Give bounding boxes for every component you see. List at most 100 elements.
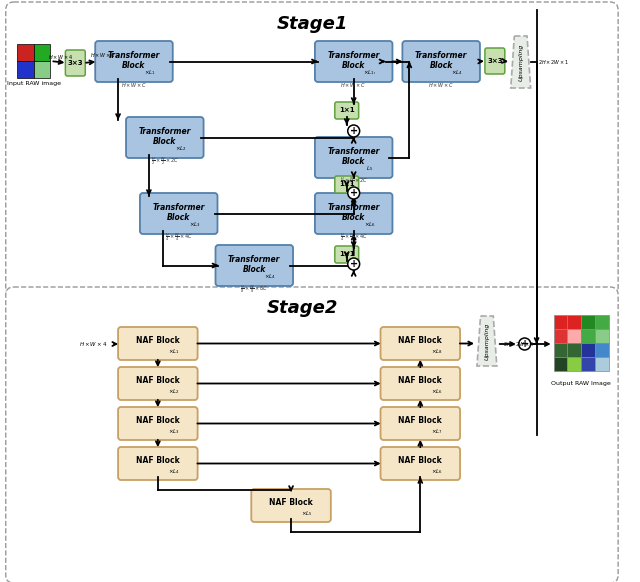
Text: Transformer: Transformer bbox=[152, 203, 205, 212]
Text: $\times L_3$: $\times L_3$ bbox=[168, 427, 180, 435]
Text: Upsampling: Upsampling bbox=[518, 43, 524, 81]
Text: Block: Block bbox=[342, 212, 365, 222]
Bar bbox=[595, 343, 609, 357]
FancyBboxPatch shape bbox=[252, 489, 331, 522]
Text: Block: Block bbox=[243, 264, 266, 274]
Text: NAF Block: NAF Block bbox=[269, 498, 313, 507]
Polygon shape bbox=[511, 36, 531, 88]
Text: $H\times W\times 4$: $H\times W\times 4$ bbox=[49, 53, 74, 61]
FancyBboxPatch shape bbox=[381, 367, 460, 400]
FancyBboxPatch shape bbox=[118, 407, 198, 440]
Bar bbox=[554, 357, 568, 371]
Text: $\times L_6$: $\times L_6$ bbox=[431, 386, 442, 396]
Text: $\times L_2$: $\times L_2$ bbox=[168, 386, 180, 396]
Text: Transformer: Transformer bbox=[108, 51, 160, 60]
FancyBboxPatch shape bbox=[315, 41, 392, 82]
Text: Block: Block bbox=[122, 61, 146, 69]
Text: NAF Block: NAF Block bbox=[399, 416, 442, 425]
FancyBboxPatch shape bbox=[381, 327, 460, 360]
Text: NAF Block: NAF Block bbox=[136, 416, 180, 425]
Text: $\frac{H}{2}\times\frac{W}{2}\times 2C$: $\frac{H}{2}\times\frac{W}{2}\times 2C$ bbox=[150, 155, 179, 167]
Text: Transformer: Transformer bbox=[228, 255, 280, 264]
Bar bbox=[554, 343, 568, 357]
Text: $H\times W\times C$: $H\times W\times C$ bbox=[428, 81, 454, 89]
Text: Block: Block bbox=[342, 157, 365, 165]
Bar bbox=[568, 329, 581, 343]
FancyBboxPatch shape bbox=[403, 41, 480, 82]
FancyBboxPatch shape bbox=[6, 287, 618, 582]
Bar bbox=[17, 44, 33, 61]
FancyBboxPatch shape bbox=[118, 327, 198, 360]
Circle shape bbox=[518, 338, 531, 350]
Text: $\frac{H}{2}\times\frac{W}{2}\times 2C$: $\frac{H}{2}\times\frac{W}{2}\times 2C$ bbox=[340, 175, 368, 187]
Text: Block: Block bbox=[167, 212, 191, 222]
Bar bbox=[595, 315, 609, 329]
Text: $\times L_{1\prime}$: $\times L_{1\prime}$ bbox=[363, 68, 376, 77]
Text: $H\times W\times C$: $H\times W\times C$ bbox=[340, 81, 367, 89]
Text: Transformer: Transformer bbox=[328, 51, 380, 60]
FancyBboxPatch shape bbox=[315, 193, 392, 234]
Text: Block: Block bbox=[429, 61, 453, 69]
Bar bbox=[595, 357, 609, 371]
Bar bbox=[33, 61, 51, 78]
Text: +: + bbox=[349, 259, 358, 269]
FancyBboxPatch shape bbox=[216, 245, 293, 286]
Text: +: + bbox=[520, 339, 529, 349]
Circle shape bbox=[348, 125, 360, 137]
Text: NAF Block: NAF Block bbox=[399, 456, 442, 465]
Bar bbox=[568, 315, 581, 329]
Bar bbox=[17, 61, 33, 78]
Text: $\times L_7$: $\times L_7$ bbox=[431, 427, 442, 435]
Text: NAF Block: NAF Block bbox=[136, 456, 180, 465]
Circle shape bbox=[348, 187, 360, 199]
Bar bbox=[568, 343, 581, 357]
Text: Block: Block bbox=[153, 137, 177, 146]
Text: 3×3: 3×3 bbox=[487, 58, 502, 64]
FancyBboxPatch shape bbox=[335, 102, 358, 119]
Bar bbox=[554, 315, 568, 329]
Text: 1×1: 1×1 bbox=[339, 182, 355, 187]
Text: Transformer: Transformer bbox=[415, 51, 467, 60]
FancyBboxPatch shape bbox=[485, 48, 505, 74]
Circle shape bbox=[348, 258, 360, 270]
Text: $\times L_2$: $\times L_2$ bbox=[175, 144, 186, 153]
FancyBboxPatch shape bbox=[118, 367, 198, 400]
Text: $\frac{H}{4}\times\frac{W}{4}\times 4C$: $\frac{H}{4}\times\frac{W}{4}\times 4C$ bbox=[164, 231, 193, 243]
Text: $2H\times 2W\times 4$: $2H\times 2W\times 4$ bbox=[503, 340, 534, 348]
FancyBboxPatch shape bbox=[315, 137, 392, 178]
Text: Output RAW Image: Output RAW Image bbox=[552, 381, 611, 385]
Text: Transformer: Transformer bbox=[139, 127, 191, 136]
Text: $\times L_3$: $\times L_3$ bbox=[189, 220, 200, 229]
FancyBboxPatch shape bbox=[335, 176, 358, 193]
FancyBboxPatch shape bbox=[126, 117, 204, 158]
Text: NAF Block: NAF Block bbox=[399, 376, 442, 385]
Text: Stage1: Stage1 bbox=[276, 15, 348, 33]
FancyBboxPatch shape bbox=[95, 41, 173, 82]
Text: $\frac{H}{4}\times\frac{W}{4}\times 4C$: $\frac{H}{4}\times\frac{W}{4}\times 4C$ bbox=[340, 231, 368, 243]
Text: $\times L_6$: $\times L_6$ bbox=[431, 467, 442, 475]
Bar bbox=[581, 357, 595, 371]
Text: +: + bbox=[349, 188, 358, 198]
Text: $2H\times 2W\times 1$: $2H\times 2W\times 1$ bbox=[538, 58, 569, 66]
Text: +: + bbox=[349, 126, 358, 136]
Bar bbox=[554, 329, 568, 343]
Text: Block: Block bbox=[342, 61, 365, 69]
Text: NAF Block: NAF Block bbox=[399, 336, 442, 345]
Bar bbox=[581, 343, 595, 357]
Text: NAF Block: NAF Block bbox=[136, 376, 180, 385]
Text: 3×3: 3×3 bbox=[67, 60, 83, 66]
Text: $\times L_4$: $\times L_4$ bbox=[264, 272, 276, 281]
Bar bbox=[581, 329, 595, 343]
Polygon shape bbox=[477, 316, 497, 366]
Text: Stage2: Stage2 bbox=[266, 299, 338, 317]
Text: $\times L_6$: $\times L_6$ bbox=[364, 220, 376, 229]
Bar bbox=[581, 315, 595, 329]
Bar bbox=[33, 44, 51, 61]
FancyBboxPatch shape bbox=[6, 2, 618, 296]
Text: 1×1: 1×1 bbox=[339, 108, 355, 113]
Bar bbox=[568, 357, 581, 371]
FancyBboxPatch shape bbox=[65, 50, 85, 76]
Text: Upsampling: Upsampling bbox=[484, 322, 490, 360]
Text: $\times L_1$: $\times L_1$ bbox=[168, 347, 180, 356]
Text: $H\times W\times C$: $H\times W\times C$ bbox=[121, 81, 147, 89]
